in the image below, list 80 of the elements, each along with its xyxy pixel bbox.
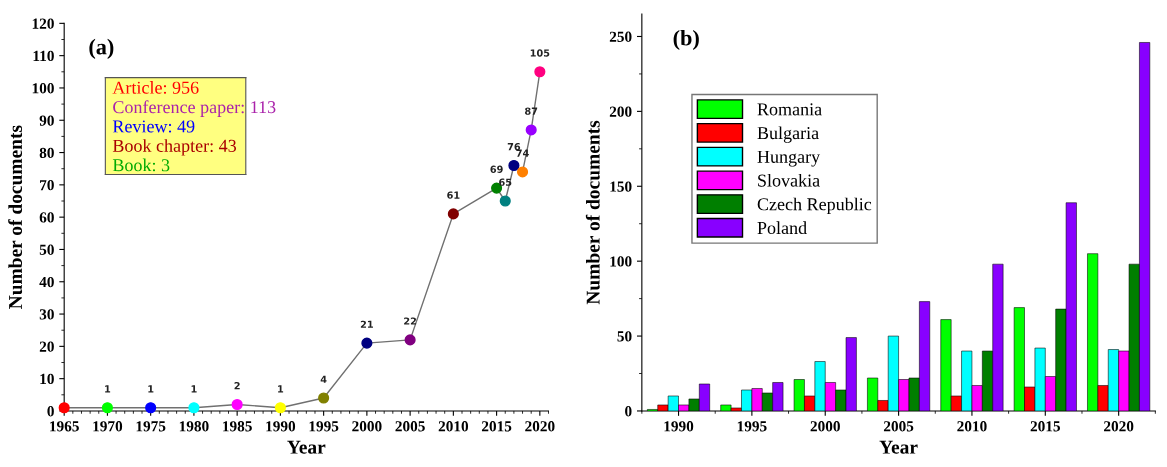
point [447,208,459,220]
data-label: 74 [516,149,529,157]
y-tick-label: 70 [40,180,54,191]
x-tick-label: 2010 [957,421,987,432]
x-tick-label: 1975 [136,421,166,432]
data-label: 21 [360,320,373,328]
legend-label: Slovakia [758,173,820,187]
data-label: 22 [404,317,417,325]
data-label: 65 [499,178,512,186]
x-axis-title: Year [879,440,918,454]
point [534,66,546,78]
x-tick-label: 2020 [1104,421,1134,432]
y-tick-label: 110 [33,50,54,62]
annotation: (b) [673,29,699,51]
y-tick-label: 250 [609,31,632,42]
x-tick-label: 2015 [481,421,512,432]
x-tick-label: 1990 [266,421,296,432]
x-axis-title: Year [287,440,326,454]
y-tick-label: 50 [617,331,632,342]
x-tick-label: 1995 [309,421,339,432]
data-label: 2 [234,382,240,390]
point [188,402,200,414]
x-tick-label: 2000 [352,421,382,432]
legend-label: Hungary [757,150,821,167]
y-tick-label: 20 [39,341,54,352]
y-tick-label: 200 [609,106,632,117]
x-tick-label: 1965 [50,421,79,432]
x-tick-label: 1990 [664,421,694,432]
x-tick-label: 1995 [737,421,767,432]
point [508,159,520,172]
x-tick-label: 2010 [438,421,469,432]
y-tick-label: 90 [39,115,54,126]
annotation: (a) [89,38,114,60]
data-label: 69 [490,165,503,173]
y-tick-label: 0 [625,406,632,417]
data-label: 4 [320,375,327,383]
point [274,402,286,414]
x-tick-label: 2005 [395,421,425,432]
y-tick-label: 80 [39,147,54,158]
x-tick-label: 1970 [93,421,123,432]
data-label: 1 [105,385,111,393]
data-label: 76 [507,142,521,151]
y-tick-label: 150 [610,181,632,192]
data-label: 105 [530,49,550,57]
y-tick-label: 60 [39,212,54,223]
y-tick-label: 50 [39,244,54,255]
x-tick-label: 2015 [1030,421,1061,432]
data-label: 87 [525,107,538,115]
y-tick-label: 0 [47,406,54,417]
data-label: 1 [278,385,284,393]
point [361,337,373,349]
point [318,392,330,404]
point [101,402,113,414]
point [525,124,537,136]
y-tick-label: 40 [39,276,54,288]
y-tick-label: 100 [610,256,632,267]
legend-label: Bulgaria [757,126,819,143]
legend-label: Romania [757,103,822,116]
point [58,402,70,414]
point [499,195,511,207]
y-axis-title: Number of documents [8,125,23,309]
x-tick-label: 2005 [883,421,914,432]
y-tick-label: 30 [39,309,54,320]
y-tick-label: 100 [32,83,54,94]
y-axis-title: Number of documents [585,120,600,305]
data-label: 1 [191,385,197,393]
point [145,402,157,414]
point [404,334,416,346]
x-tick-label: 1980 [179,421,209,432]
y-tick-label: 10 [40,373,54,385]
x-tick-label: 2020 [525,421,555,432]
legend-label: Poland [757,221,807,235]
legend-label: Czech Republic [757,197,872,215]
x-tick-label: 2000 [810,421,840,432]
point [231,398,243,411]
point [516,166,529,178]
x-tick-label: 1985 [223,421,252,432]
data-label: 1 [148,385,154,393]
data-label: 61 [447,191,460,199]
y-tick-label: 120 [32,18,54,29]
